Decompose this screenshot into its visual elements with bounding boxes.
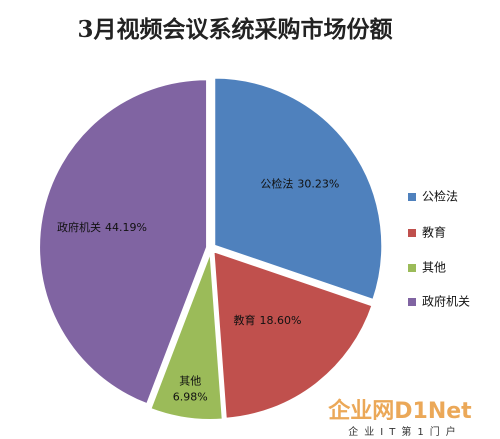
data-label: 其他 6.98% — [173, 374, 208, 403]
legend-label: 公检法 — [422, 189, 458, 204]
legend-label: 政府机关 — [422, 294, 470, 309]
data-label: 政府机关 44.19% — [57, 220, 147, 234]
pie-slice — [38, 78, 209, 406]
pie-slice — [212, 249, 374, 420]
label-value: 18.60% — [260, 314, 302, 327]
pie-slice — [213, 76, 384, 302]
label-category: 其他 — [179, 374, 201, 387]
label-value: 6.98% — [173, 390, 208, 403]
watermark: 企业网D1Net 企业IT第1门户 — [327, 398, 472, 438]
pie-slice — [149, 251, 224, 421]
legend-swatch — [408, 229, 416, 237]
label-category: 公检法 — [260, 176, 293, 190]
label-category: 教育 — [234, 313, 256, 327]
legend-swatch — [408, 298, 416, 306]
watermark-logo: 企业网D1Net — [327, 398, 472, 424]
label-value: 44.19% — [105, 221, 147, 234]
legend-label: 教育 — [422, 225, 446, 240]
data-label: 公检法 30.23% — [260, 176, 339, 190]
label-value: 30.23% — [297, 177, 339, 190]
legend-swatch — [408, 193, 416, 201]
watermark-slogan: 企业IT第1门户 — [348, 425, 461, 438]
label-category: 政府机关 — [57, 220, 101, 234]
legend-swatch — [408, 264, 416, 272]
chart-title: 3月视频会议系统采购市场份额 — [77, 16, 392, 43]
data-label: 教育 18.60% — [234, 313, 302, 327]
legend-label: 其他 — [422, 261, 446, 275]
